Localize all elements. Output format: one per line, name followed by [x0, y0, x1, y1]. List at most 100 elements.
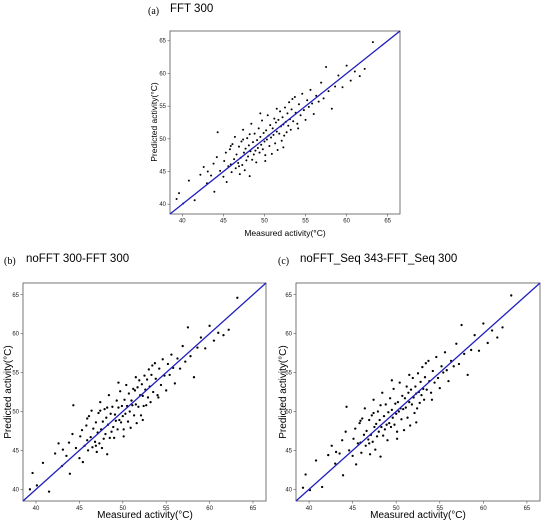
data-point-b-6	[57, 442, 60, 445]
data-point-b-76	[135, 421, 138, 425]
data-point-a-38	[245, 159, 248, 162]
x-tick-label-b-60: 60	[206, 506, 213, 512]
data-point-b-12	[71, 432, 74, 436]
data-point-a-59	[262, 131, 265, 134]
data-point-c-82	[414, 385, 417, 388]
data-point-a-29	[238, 145, 240, 148]
data-point-c-71	[404, 406, 407, 409]
data-point-a-27	[235, 153, 238, 156]
data-point-b-93	[150, 373, 153, 377]
panel-label-c: (c)	[278, 256, 290, 267]
data-point-b-40	[104, 432, 107, 436]
data-point-b-103	[166, 362, 170, 366]
data-point-a-32	[240, 140, 243, 143]
data-point-b-107	[173, 382, 177, 385]
data-point-b-9	[65, 454, 68, 457]
data-point-c-124	[379, 404, 382, 407]
data-point-a-76	[276, 148, 279, 151]
x-tick-label-b-65: 65	[250, 506, 257, 512]
data-point-b-52	[114, 419, 118, 422]
data-point-c-121	[496, 336, 499, 339]
data-point-c-125	[395, 437, 399, 440]
data-point-b-44	[107, 393, 111, 397]
x-tick-label-c-65: 65	[524, 506, 531, 512]
data-point-c-51	[387, 411, 390, 414]
data-point-b-37	[101, 420, 104, 423]
reference-line-a	[169, 30, 401, 215]
data-point-b-11	[68, 472, 72, 475]
x-tick-label-c-50: 50	[393, 506, 400, 512]
data-point-a-104	[307, 105, 310, 108]
data-point-c-57	[392, 387, 395, 391]
data-point-c-50	[386, 439, 389, 442]
data-point-b-78	[137, 405, 140, 408]
data-point-a-123	[371, 41, 374, 44]
data-point-a-89	[287, 124, 290, 127]
data-point-a-126	[275, 107, 278, 110]
data-point-b-53	[115, 399, 118, 402]
data-point-b-61	[122, 428, 125, 431]
x-tick-label-c-55: 55	[436, 506, 443, 512]
data-point-b-79	[138, 379, 141, 382]
y-axis-label-c: Predicted activity(°C)	[278, 345, 289, 438]
data-point-c-78	[410, 403, 414, 406]
data-point-a-39	[246, 137, 249, 140]
data-point-a-25	[233, 135, 236, 138]
data-point-a-128	[282, 146, 285, 149]
panel-label-b: (b)	[4, 256, 16, 267]
data-point-c-17	[354, 427, 357, 430]
data-point-b-121	[222, 334, 225, 337]
data-point-a-73	[274, 142, 277, 145]
data-point-c-133	[359, 419, 362, 422]
data-point-b-10	[67, 441, 71, 444]
data-point-c-115	[470, 348, 473, 352]
data-point-c-43	[380, 425, 383, 429]
data-point-a-46	[251, 141, 254, 144]
data-point-c-16	[352, 437, 355, 440]
data-point-b-45	[108, 436, 111, 440]
data-point-a-10	[212, 162, 215, 165]
data-point-a-13	[216, 131, 219, 134]
data-point-b-39	[103, 407, 106, 411]
data-point-c-90	[421, 365, 424, 369]
data-point-c-34	[372, 398, 375, 401]
data-point-c-11	[341, 474, 345, 477]
data-point-a-61	[264, 154, 267, 157]
y-tick-label-c-45: 45	[285, 448, 292, 454]
data-point-a-78	[278, 132, 281, 135]
data-point-c-77	[409, 388, 413, 391]
data-point-c-29	[368, 418, 371, 422]
data-point-b-94	[152, 390, 155, 394]
data-point-a-66	[268, 145, 271, 148]
data-point-b-66	[126, 420, 130, 423]
data-point-c-107	[447, 379, 450, 383]
data-point-b-25	[90, 409, 93, 412]
y-tick-label-c-55: 55	[285, 371, 292, 377]
data-point-a-112	[325, 65, 328, 68]
data-point-a-133	[229, 145, 232, 148]
data-point-c-46	[382, 414, 386, 418]
data-point-b-85	[143, 374, 146, 377]
data-point-c-26	[364, 444, 367, 447]
data-point-a-110	[320, 81, 323, 84]
data-point-c-120	[490, 329, 494, 332]
data-point-a-52	[256, 146, 259, 149]
y-tick-label-b-65: 65	[12, 293, 19, 299]
data-point-c-49	[385, 423, 388, 426]
data-point-c-18	[354, 463, 358, 466]
data-point-a-119	[349, 79, 352, 82]
data-point-b-36	[100, 446, 104, 450]
data-point-c-84	[415, 407, 419, 410]
chart-title-a: FFT 300	[170, 3, 214, 15]
data-point-a-44	[250, 122, 253, 125]
data-point-c-100	[435, 355, 438, 359]
data-point-b-1	[31, 471, 34, 475]
data-point-a-101	[302, 109, 305, 112]
data-point-a-93	[290, 108, 293, 111]
data-point-c-3	[314, 459, 318, 462]
data-point-a-28	[237, 162, 240, 165]
data-point-a-22	[230, 171, 233, 174]
data-point-a-98	[297, 103, 300, 106]
data-point-c-75	[408, 400, 411, 404]
